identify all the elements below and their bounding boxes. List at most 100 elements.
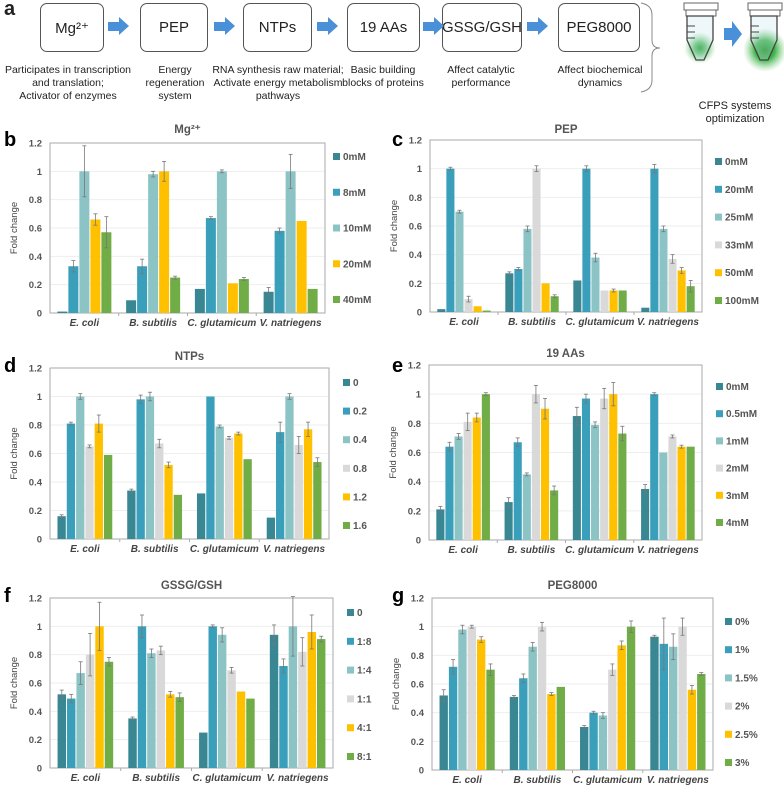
chart-title: PEG8000	[548, 580, 598, 592]
bar-0-Vnatriegens	[266, 517, 276, 539]
y-tick-label: 0.8	[408, 419, 421, 430]
bar-2.5%-Ecoli	[476, 639, 486, 770]
step-box-3: 19 AAs	[347, 3, 420, 52]
x-tick-label: V. natriegens	[267, 773, 329, 784]
tube-after-icon	[743, 2, 784, 72]
y-tick-label: 1.2	[29, 139, 42, 150]
x-tick-label: E. coli	[452, 775, 482, 786]
x-tick-label: E. coli	[70, 318, 100, 329]
bar-0-Cglutamicum	[196, 493, 206, 539]
bar-25mM-Ecoli	[455, 211, 464, 312]
bar-2.5%-Cglutamicum	[617, 645, 626, 770]
legend-label: 0.4	[353, 435, 367, 446]
legend-label: 2%	[735, 702, 750, 713]
x-tick-label: E. coli	[449, 317, 479, 328]
x-tick-label: V. natriegens	[637, 317, 699, 328]
bar-0-Bsubtilis	[127, 490, 136, 539]
y-tick-label: 0	[416, 536, 421, 547]
bar-3mM-Ecoli	[472, 417, 481, 540]
bar-2mM-Ecoli	[463, 421, 472, 540]
bar-0mM-Ecoli	[436, 509, 445, 540]
legend-label: 1%	[735, 645, 750, 656]
y-tick-label: 1	[419, 622, 425, 633]
step-description-5: Affect biochemical dynamics	[557, 64, 643, 89]
bar-1:1-Bsubtilis	[156, 650, 166, 768]
bar-4:1-Bsubtilis	[166, 694, 175, 768]
legend-swatch	[716, 519, 723, 526]
bar-40mM-Vnatriegens	[307, 288, 318, 313]
x-tick-label: E. coli	[448, 545, 478, 556]
bar-4mM-Ecoli	[481, 394, 490, 540]
bar-50mM-Bsubtilis	[541, 283, 550, 312]
step-description-0: Participates in transcription and transl…	[4, 64, 132, 102]
bar-2%-Ecoli	[467, 626, 476, 770]
legend-swatch	[347, 695, 354, 703]
legend-label: 1mM	[726, 436, 749, 447]
bar-8mM-Bsubtilis	[137, 266, 148, 313]
bar-1mM-Vnatriegens	[659, 452, 668, 540]
bar-1.5%-Vnatriegens	[669, 646, 678, 770]
bar-8:1-Vnatriegens	[316, 639, 326, 768]
y-tick-label: 1	[416, 390, 422, 401]
y-tick-label: 0.4	[408, 477, 422, 488]
x-tick-label: V. natriegens	[263, 544, 325, 555]
legend-swatch	[343, 522, 350, 529]
legend-swatch	[343, 407, 350, 415]
legend-swatch	[716, 410, 723, 418]
bar-0.2-Cglutamicum	[206, 396, 215, 539]
bar-1:8-Cglutamicum	[208, 626, 217, 768]
panel-label-e: e	[392, 355, 403, 377]
step-description-2: RNA synthesis raw material; Activate ene…	[212, 64, 344, 102]
legend-swatch	[715, 269, 722, 277]
y-tick-label: 0	[37, 764, 42, 775]
y-tick-label: 1	[417, 164, 423, 175]
bar-1.2-Ecoli	[94, 423, 103, 539]
legend-label: 8mM	[343, 188, 366, 199]
legend-label: 0%	[735, 617, 750, 628]
bar-4:1-Cglutamicum	[236, 691, 246, 768]
legend-swatch	[715, 297, 722, 304]
chart-title: GSSG/GSH	[161, 580, 222, 592]
bar-0mM-Ecoli	[437, 309, 446, 312]
bar-1%-Vnatriegens	[659, 643, 669, 770]
bar-33mM-Cglutamicum	[600, 290, 609, 312]
bar-0.8-Bsubtilis	[155, 443, 164, 539]
legend-swatch	[343, 379, 350, 386]
legend-swatch	[347, 609, 354, 616]
y-tick-label: 0.2	[409, 279, 422, 290]
bar-0%-Bsubtilis	[509, 696, 519, 770]
legend-swatch	[343, 464, 350, 472]
panel-label-d: d	[4, 355, 16, 377]
bar-1.2-Cglutamicum	[234, 433, 243, 539]
legend-swatch	[716, 383, 723, 390]
bar-0.2-Vnatriegens	[276, 432, 285, 539]
y-tick-label: 0	[419, 766, 424, 777]
bar-3mM-Bsubtilis	[540, 408, 550, 540]
y-axis-label: Fold change	[9, 657, 20, 709]
bar-100mM-Vnatriegens	[686, 286, 695, 312]
legend-swatch	[716, 437, 723, 445]
bar-1.6-Bsubtilis	[173, 494, 183, 539]
bar-1:1-Vnatriegens	[298, 651, 307, 768]
bar-0mM-Vnatriegens	[641, 488, 650, 540]
bar-1:8-Vnatriegens	[279, 666, 288, 768]
bar-0%-Vnatriegens	[650, 636, 659, 770]
bar-20mM-Ecoli	[90, 219, 101, 313]
legend-swatch	[725, 730, 732, 738]
y-tick-label: 1.2	[409, 136, 422, 147]
chart-title: 19 AAs	[546, 348, 585, 360]
chart-b: b Mg²⁺ 0 0.2 0.4 0.6 0.8 1 1.2 Fold change E. coli…	[4, 124, 371, 329]
bar-40mM-Bsubtilis	[170, 277, 181, 313]
legend-label: 0.5mM	[726, 409, 757, 420]
bar-25mM-Cglutamicum	[591, 257, 600, 312]
cfps-tubes-illustration	[640, 2, 784, 93]
bar-1mM-Bsubtilis	[522, 474, 531, 540]
bar-1:4-Bsubtilis	[147, 653, 156, 768]
bar-0.2-Ecoli	[66, 423, 76, 539]
legend-label: 0mM	[726, 382, 749, 393]
bar-1%-Cglutamicum	[589, 712, 598, 770]
panel-label-a: a	[4, 0, 16, 20]
step-box-4: GSSG/GSH	[442, 3, 522, 52]
bar-20mM-Vnatriegens	[296, 220, 307, 313]
legend-label: 25mM	[725, 213, 753, 224]
